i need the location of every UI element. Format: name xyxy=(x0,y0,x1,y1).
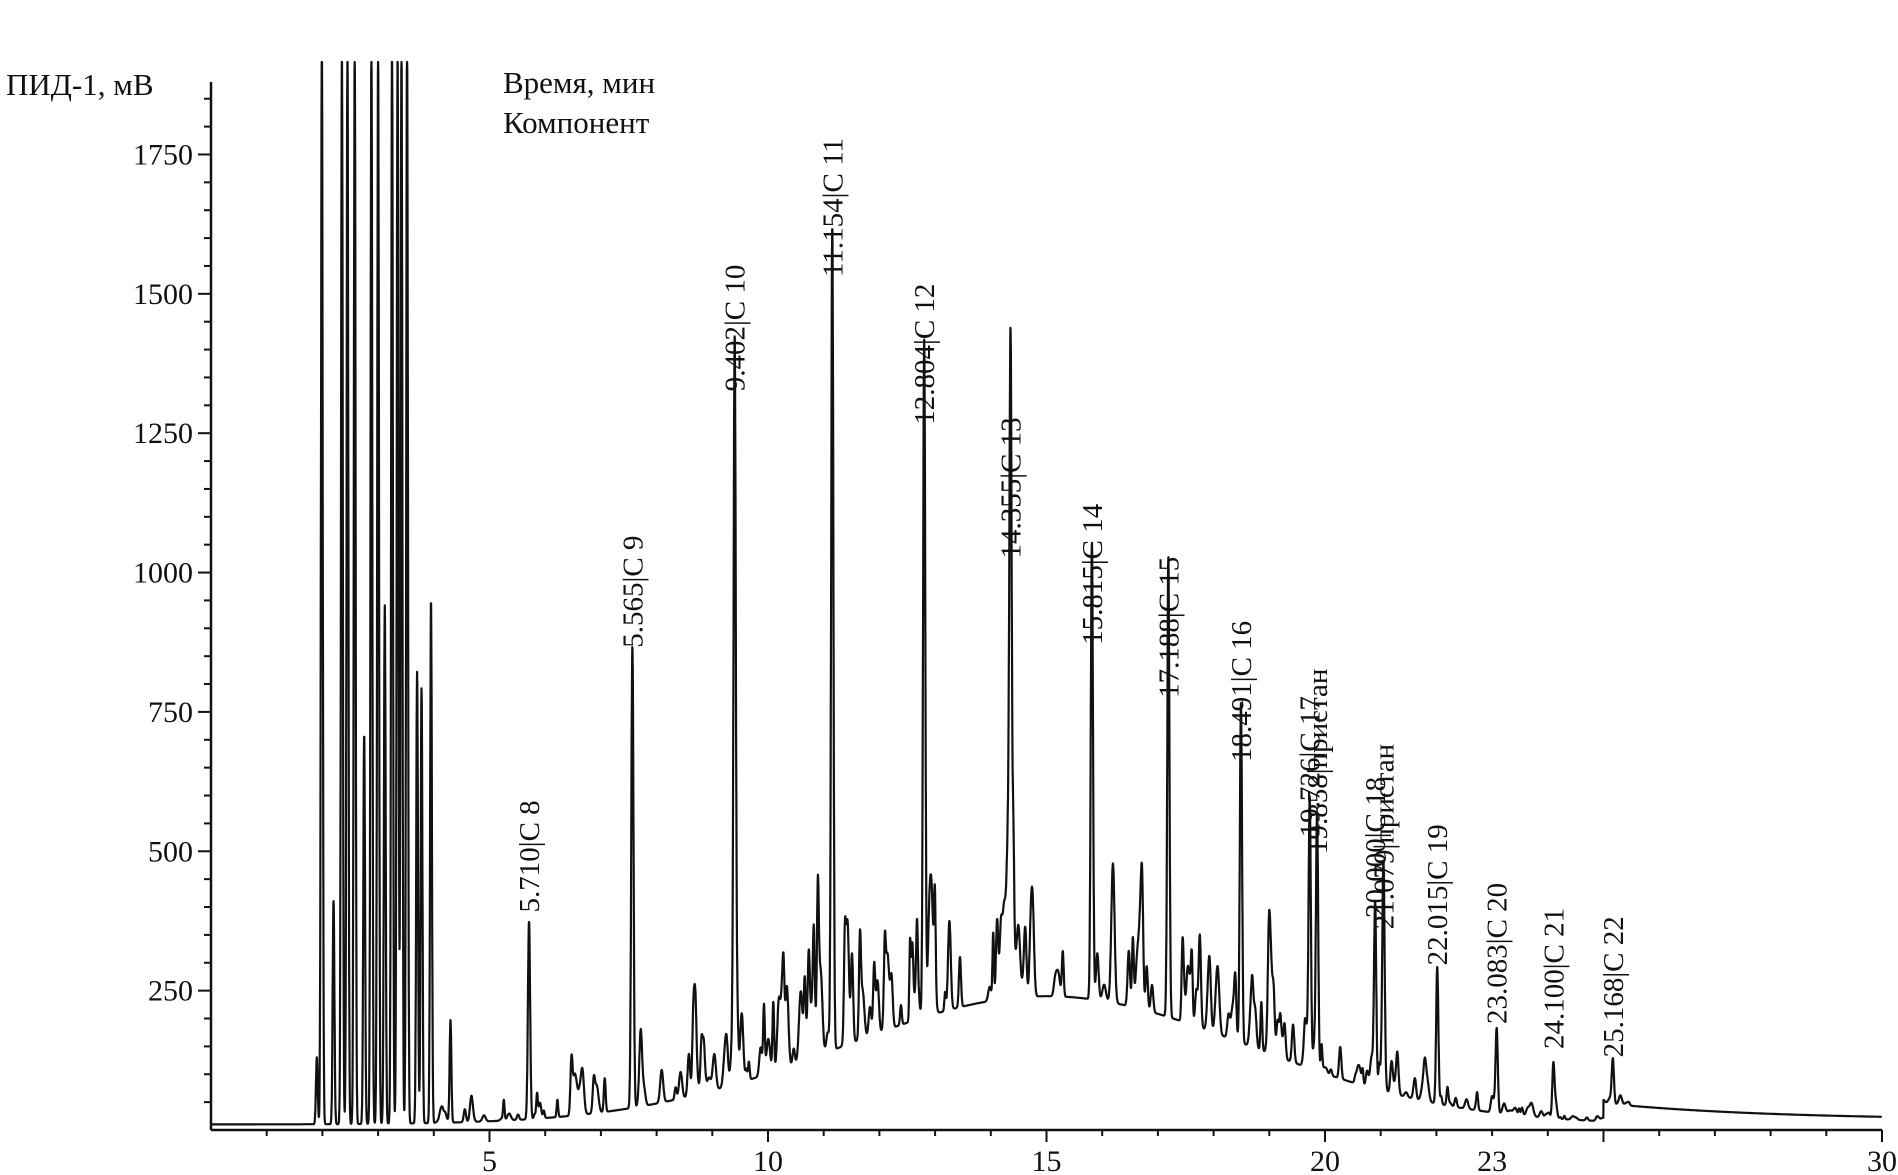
peak-label: 21.079|пристан xyxy=(1368,744,1400,929)
y-tick-label: 1750 xyxy=(133,138,193,171)
peak-labels: 5.710|C 8 5.565|C 9 9.402|C 10 11.154|C 11 1… xyxy=(514,138,1630,1057)
peak-label: 20.000|C 18 xyxy=(1360,777,1392,918)
legend-line-time: Время, мин xyxy=(503,65,655,100)
y-tick-label: 1000 xyxy=(133,557,193,590)
peak-label: 19.726|C 17 xyxy=(1295,696,1327,837)
peak-label: 24.100|C 21 xyxy=(1538,908,1570,1049)
peak-label: 5.710|C 8 xyxy=(514,800,546,912)
x-tick-label: 10 xyxy=(753,1145,783,1175)
x-tick-label: 23 xyxy=(1477,1145,1507,1175)
peak-label: 25.168|C 22 xyxy=(1598,916,1630,1057)
y-axis-title: ПИД-1, мВ xyxy=(6,67,154,102)
peak-label: 9.402|C 10 xyxy=(720,265,752,392)
peak-label: 15.815|C 14 xyxy=(1077,503,1109,645)
y-tick-label: 500 xyxy=(148,835,193,868)
peak-label: 12.804|C 12 xyxy=(909,284,941,425)
peak-label: 11.154|C 11 xyxy=(817,138,849,277)
x-tick-label: 20 xyxy=(1310,1145,1340,1175)
y-tick-label: 1250 xyxy=(133,417,193,450)
peak-label: 19.858|пристан xyxy=(1302,669,1334,854)
peak-label: 17.188|C 15 xyxy=(1153,557,1185,698)
peak-label: 14.355|C 13 xyxy=(996,417,1028,558)
signal-trace xyxy=(211,60,1883,1126)
peak-label: 5.565|C 9 xyxy=(617,536,649,648)
peak-label: 23.083|C 20 xyxy=(1482,883,1514,1024)
peak-label: 22.015|C 19 xyxy=(1422,824,1454,965)
x-tick-label: 30 xyxy=(1867,1145,1897,1175)
y-tick-label: 750 xyxy=(148,696,193,729)
tick-marks xyxy=(198,97,1883,1142)
y-tick-label: 250 xyxy=(148,975,193,1008)
tick-labels: 250 500 750 1000 1250 1500 1750 5 10 15 20 23 30 xyxy=(133,138,1897,1175)
y-tick-label: 1500 xyxy=(133,278,193,311)
x-tick-label: 15 xyxy=(1032,1145,1062,1175)
peak-label: 18.491|C 16 xyxy=(1226,621,1258,762)
axes xyxy=(209,82,1882,1132)
legend-line-component: Компонент xyxy=(503,105,650,140)
x-tick-label: 5 xyxy=(482,1145,497,1175)
